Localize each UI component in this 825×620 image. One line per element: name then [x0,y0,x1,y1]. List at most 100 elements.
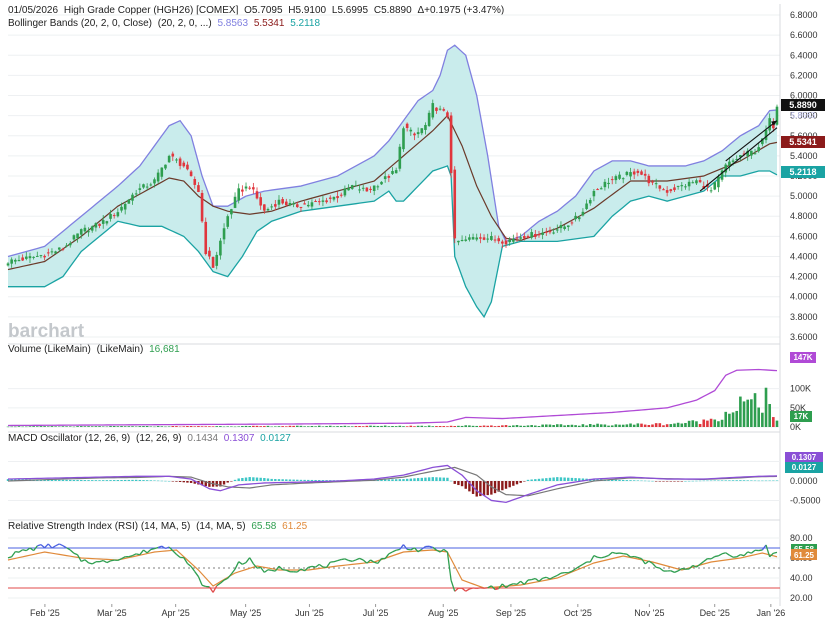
volume-bar [632,424,636,427]
volume-bar [482,425,486,427]
volume-bar [702,419,706,427]
macd-histogram-bar [750,480,753,481]
volume-bar [391,425,394,427]
rsi-line-segment [721,552,726,555]
volume-bar [537,425,541,427]
rsi-line-segment [670,570,675,573]
macd-histogram-bar [380,479,383,481]
header-low-label: L [332,5,338,16]
price-candle [409,129,413,132]
volume-bar [105,426,109,428]
rsi-line-segment [219,579,225,584]
price-candle [552,232,555,234]
volume-bar [720,419,724,427]
volume-bar [526,425,530,427]
price-candle [742,153,746,155]
header-date: 01/05/2026 [8,5,58,16]
rsi-line-segment [626,553,631,558]
rsi-line-segment [725,552,730,556]
volume-bar [614,424,618,427]
rsi-line-segment [758,549,763,552]
bb-mid-badge-text: 5.5341 [789,137,817,147]
macd-histogram-bar [420,477,423,481]
macd-histogram-bar [307,479,310,481]
price-candle [717,176,720,188]
rsi-line-segment [208,586,214,593]
rsi-line-segment [216,582,221,587]
price-candle [83,227,87,232]
price-candle [197,185,200,192]
volume-header: Volume (LikeMain) (LikeMain) 16,681 [8,344,180,355]
volume-bar [464,425,468,427]
macd-histogram-bar [519,481,522,483]
rsi-line-segment [348,559,353,562]
macd-histogram-bar [142,480,145,481]
price-candle [490,236,493,240]
price-panel[interactable]: 6.8000 6.6000 6.4000 6.2000 6.0000 5.8000 5.60… [6,4,818,606]
rsi-line-segment [374,561,379,564]
x-axis-tick-label: Apr '25 [162,608,190,618]
price-candle [332,196,336,200]
price-candle [6,263,10,266]
bb-mid-badge-bg [781,136,825,148]
rsi-line-segment [516,580,522,585]
price-candle [328,197,332,199]
volume-bar [563,425,566,427]
bb-mid-value: 5.5341 [254,18,285,29]
price-candle [515,237,519,239]
volume-bar [306,426,310,427]
price-y-tick-label: 4.6000 [790,231,818,241]
price-candle [131,194,134,201]
price-candle [142,184,145,188]
price-candle [226,216,230,227]
price-candle [233,196,237,208]
volume-bar [376,425,380,427]
price-candle [709,190,713,192]
rsi-line-segment [252,563,258,569]
bb-upper-value: 5.8563 [217,18,248,29]
rsi-line-segment [190,566,196,572]
rsi-line-segment [505,584,511,589]
price-candle [241,189,244,192]
price-candle [193,179,197,185]
rsi-line-segment [454,587,459,592]
rsi-line-segment [575,565,580,570]
volume-bar [581,424,585,427]
rsi-line-segment [106,560,111,564]
price-candle [281,199,284,204]
rsi-line-segment [436,549,441,553]
macd-histogram-bar [464,481,467,489]
price-candle [537,234,541,236]
volume-bar [420,425,424,427]
volume-bar [566,424,570,427]
volume-bar [109,426,112,427]
macd-histogram-bar [735,480,738,481]
volume-bar [332,426,336,427]
volume-bar [409,425,413,427]
rsi-line-segment [597,556,602,559]
header-high-label: H [288,5,295,16]
rsi-line-segment [677,567,683,572]
volume-panel[interactable]: 100K 50K 0K [6,343,811,432]
volume-bar [640,423,643,427]
price-candle [662,189,665,191]
macd-histogram-bar [680,481,683,482]
volume-bar [680,423,684,427]
rsi-line-segment [25,547,31,552]
rsi-line-segment [446,551,452,581]
macd-histogram-bar [160,480,163,482]
macd-histogram-bar [515,481,519,485]
volume-bar [6,426,10,428]
macd-histogram-bar [497,481,500,492]
volume-bar [25,426,28,428]
price-candle [325,200,328,203]
rsi-line-segment [729,554,734,558]
rsi-line-segment [136,553,140,556]
volume-bar [698,423,702,427]
price-candle [182,162,186,167]
vol-badge: 17K [790,411,812,422]
macd-histogram-bar [54,479,57,481]
rsi-line-segment [161,545,166,550]
rsi-line-segment [487,585,492,589]
